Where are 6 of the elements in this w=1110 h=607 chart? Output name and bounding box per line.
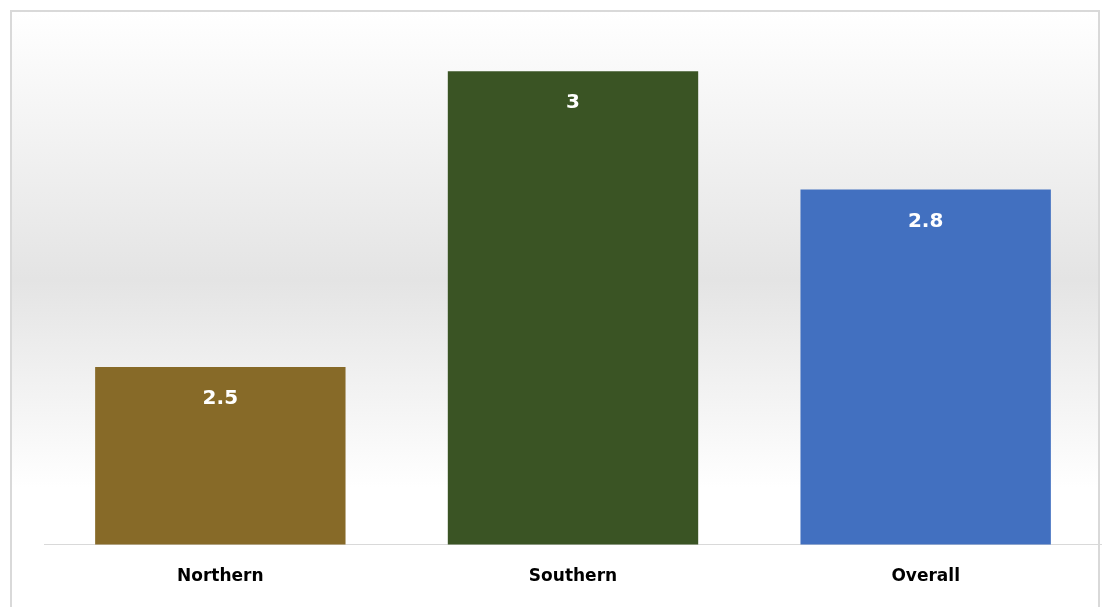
x-tick-label: Northern: [177, 565, 264, 586]
data-label: 3: [566, 89, 580, 114]
data-label: 2.5: [202, 385, 239, 410]
x-tick-label: Overall: [891, 565, 960, 586]
x-tick-label: Southern: [528, 565, 618, 586]
data-label: 2.8: [907, 207, 944, 232]
